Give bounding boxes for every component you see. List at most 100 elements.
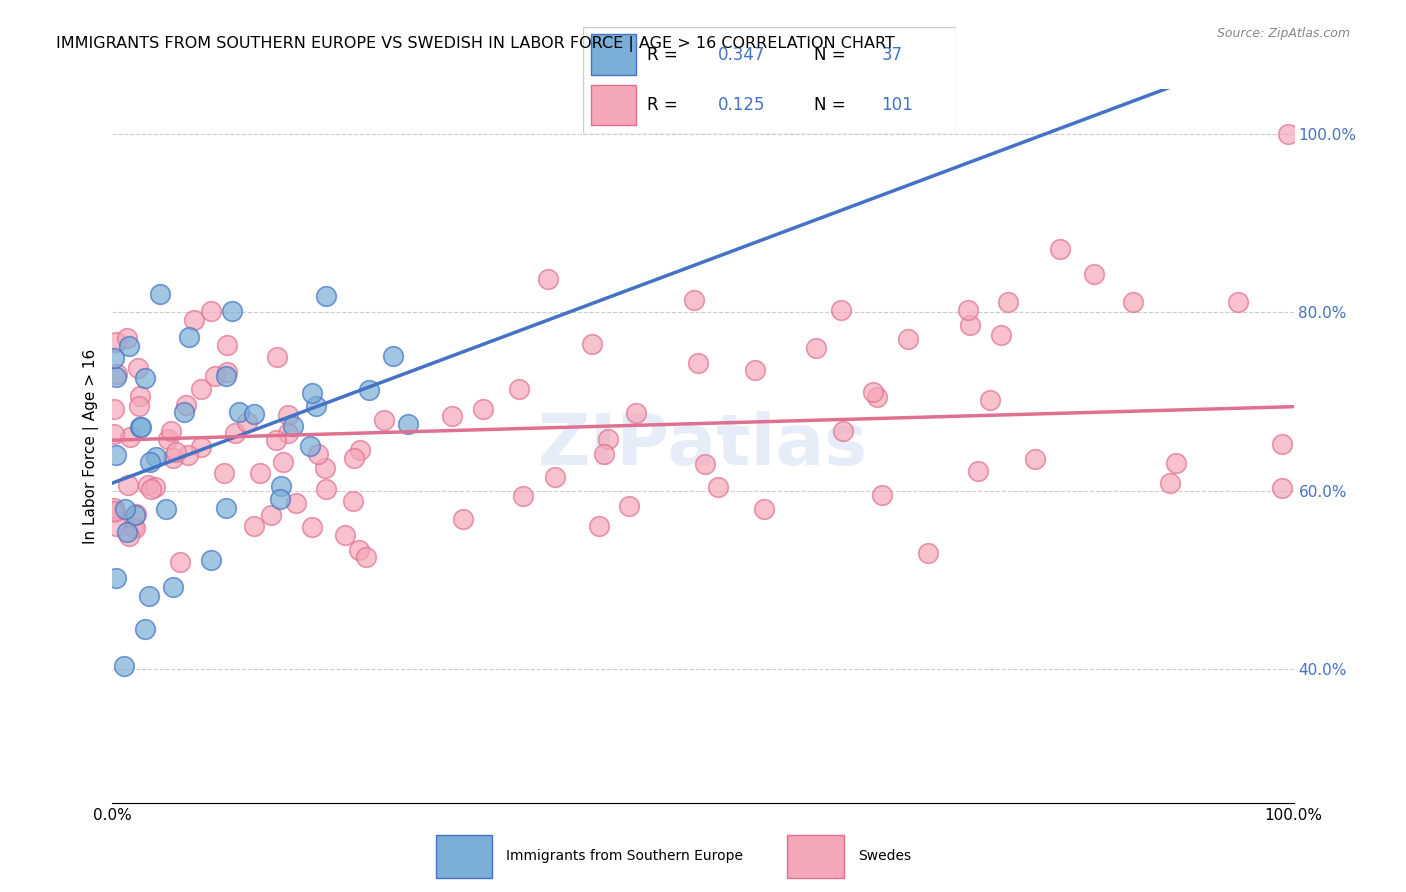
Text: N =: N = xyxy=(814,96,852,114)
Point xyxy=(270,479,292,493)
Point xyxy=(1277,127,1299,141)
Point xyxy=(277,408,299,422)
Point xyxy=(155,502,177,516)
Point xyxy=(707,480,730,494)
Point xyxy=(259,508,281,522)
Point xyxy=(249,466,271,480)
Point xyxy=(396,417,419,432)
Point xyxy=(335,528,357,542)
Point xyxy=(173,405,195,419)
Point xyxy=(179,330,201,344)
Point xyxy=(156,432,179,446)
Point xyxy=(103,501,125,516)
Point xyxy=(103,426,125,441)
Point xyxy=(1271,437,1294,451)
Point xyxy=(117,478,139,492)
Point xyxy=(347,543,370,558)
Point xyxy=(174,398,197,412)
Point xyxy=(440,409,463,424)
Point xyxy=(177,448,200,462)
Point xyxy=(285,496,308,510)
Point xyxy=(298,439,321,453)
Point xyxy=(354,549,377,564)
Point xyxy=(242,519,264,533)
Point xyxy=(315,288,337,302)
Point xyxy=(382,350,405,364)
Point xyxy=(959,318,981,333)
Point xyxy=(581,336,603,351)
Point xyxy=(200,553,222,567)
Text: Source: ZipAtlas.com: Source: ZipAtlas.com xyxy=(1216,27,1350,40)
Point xyxy=(990,327,1012,342)
Point xyxy=(221,304,243,318)
Point xyxy=(307,447,329,461)
FancyBboxPatch shape xyxy=(787,835,844,878)
Text: 0.347: 0.347 xyxy=(717,45,765,63)
Point xyxy=(1024,452,1046,467)
Point xyxy=(695,458,717,472)
Point xyxy=(1122,294,1144,309)
Point xyxy=(830,302,852,317)
Text: IMMIGRANTS FROM SOUTHERN EUROPE VS SWEDISH IN LABOR FORCE | AGE > 16 CORRELATION: IMMIGRANTS FROM SOUTHERN EUROPE VS SWEDI… xyxy=(56,36,896,52)
Point xyxy=(103,504,125,518)
Point xyxy=(127,360,149,375)
Point xyxy=(744,363,766,377)
Point xyxy=(243,407,266,421)
Point xyxy=(215,369,238,384)
Point xyxy=(105,571,128,585)
Point xyxy=(103,401,125,416)
Point xyxy=(349,443,371,458)
Point xyxy=(128,399,150,413)
Point xyxy=(105,335,128,350)
Point xyxy=(301,520,323,534)
Text: R =: R = xyxy=(647,45,683,63)
Point xyxy=(471,402,494,417)
Point xyxy=(688,356,710,370)
Point xyxy=(124,508,146,523)
Point xyxy=(305,399,328,413)
Point xyxy=(236,416,259,430)
Point xyxy=(979,392,1001,407)
Point xyxy=(512,489,534,503)
Point xyxy=(129,420,152,434)
Point xyxy=(997,294,1019,309)
Point xyxy=(217,337,239,351)
Point xyxy=(588,519,610,533)
Point xyxy=(200,303,222,318)
Point xyxy=(114,502,136,516)
Point xyxy=(165,445,187,459)
Point xyxy=(134,371,156,385)
FancyBboxPatch shape xyxy=(591,34,636,75)
Point xyxy=(508,382,530,396)
Point xyxy=(1271,481,1294,495)
Point xyxy=(617,500,640,514)
Point xyxy=(357,383,380,397)
Point xyxy=(104,370,127,384)
Point xyxy=(224,426,246,441)
Point xyxy=(215,500,238,515)
Point xyxy=(160,424,183,438)
Point xyxy=(139,454,162,468)
Text: Swedes: Swedes xyxy=(858,849,911,863)
Point xyxy=(917,546,939,560)
Point xyxy=(117,339,139,353)
Text: 101: 101 xyxy=(882,96,914,114)
Point xyxy=(105,448,128,462)
Point xyxy=(138,589,160,603)
Text: ZIPatlas: ZIPatlas xyxy=(538,411,868,481)
Point xyxy=(204,368,226,383)
Point xyxy=(190,440,212,454)
Point xyxy=(169,555,191,569)
Point xyxy=(315,482,337,496)
Point xyxy=(832,424,855,438)
Point xyxy=(301,386,323,401)
Text: 37: 37 xyxy=(882,45,903,63)
Point xyxy=(1166,456,1188,470)
Point xyxy=(143,480,166,494)
Point xyxy=(271,455,294,469)
Point xyxy=(866,390,889,404)
Point xyxy=(269,491,291,506)
Point xyxy=(105,368,128,382)
Point xyxy=(105,519,128,533)
Point xyxy=(118,430,141,444)
